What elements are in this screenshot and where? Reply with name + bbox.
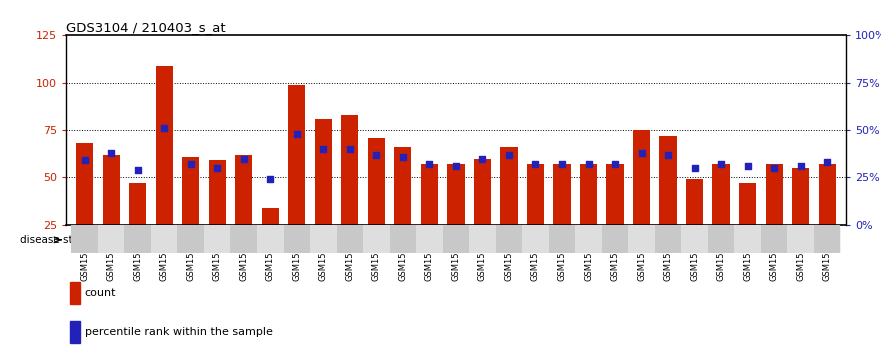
Bar [766,164,783,272]
Bar [416,228,840,253]
Point [476,156,490,161]
Point [714,161,729,167]
Bar [549,225,575,253]
Bar [204,225,231,253]
Bar [792,168,810,272]
Bar [98,225,124,253]
Bar [735,225,761,253]
Bar [496,225,522,253]
Bar [818,164,836,272]
Bar [310,225,337,253]
Bar [182,156,199,272]
Bar [739,183,756,272]
Point [130,167,144,173]
Text: percentile rank within the sample: percentile rank within the sample [85,327,272,337]
Bar [71,228,416,253]
Bar [231,225,257,253]
Bar [177,225,204,253]
Text: count: count [85,288,116,298]
Bar [580,164,597,272]
Bar [522,225,549,253]
Bar [209,160,226,272]
Bar [284,225,310,253]
Bar [628,225,655,253]
Point [741,163,755,169]
Bar [395,147,411,272]
Bar [660,136,677,272]
Bar [129,183,146,272]
Point [316,146,330,152]
Bar [421,164,438,272]
Point [555,161,569,167]
Bar [102,155,120,272]
Bar [633,130,650,272]
Bar [70,282,80,304]
Bar [575,225,602,253]
Bar [367,138,385,272]
Point [369,152,383,158]
Text: GDS3104 / 210403_s_at: GDS3104 / 210403_s_at [66,21,226,34]
Bar [341,115,359,272]
Point [78,158,92,163]
Bar [500,147,517,272]
Point [820,159,834,165]
Bar [156,66,173,272]
Bar [257,225,284,253]
Bar [151,225,177,253]
Bar [363,225,389,253]
Bar [448,164,464,272]
Point [634,150,648,156]
Bar [71,225,98,253]
Point [687,165,701,171]
Bar [235,155,252,272]
Point [396,154,410,159]
Bar [527,164,544,272]
Point [448,163,463,169]
Bar [262,208,279,272]
Bar [470,225,496,253]
Point [290,131,304,137]
Point [237,156,251,161]
Point [422,161,436,167]
Bar [681,225,707,253]
Bar [288,85,306,272]
Bar [761,225,788,253]
Text: insulin-resistant polycystic ovary syndrome: insulin-resistant polycystic ovary syndr… [507,235,750,245]
Bar [788,225,814,253]
Text: disease state: disease state [20,235,89,245]
Point [211,165,225,171]
Bar [474,159,491,272]
Point [529,161,543,167]
Bar [686,179,703,272]
Bar [76,143,93,272]
Bar [70,321,80,343]
Bar [606,164,624,272]
Text: control: control [225,235,263,245]
Point [661,152,675,158]
Bar [389,225,416,253]
Bar [713,164,729,272]
Point [183,161,197,167]
Point [502,152,516,158]
Bar [655,225,681,253]
Bar [124,225,151,253]
Bar [315,119,332,272]
Bar [337,225,363,253]
Point [263,177,278,182]
Bar [602,225,628,253]
Point [608,161,622,167]
Bar [707,225,735,253]
Bar [442,225,470,253]
Point [794,163,808,169]
Bar [416,225,442,253]
Point [157,125,171,131]
Point [581,161,596,167]
Point [767,165,781,171]
Point [343,146,357,152]
Bar [553,164,571,272]
Point [104,150,118,156]
Bar [814,225,840,253]
